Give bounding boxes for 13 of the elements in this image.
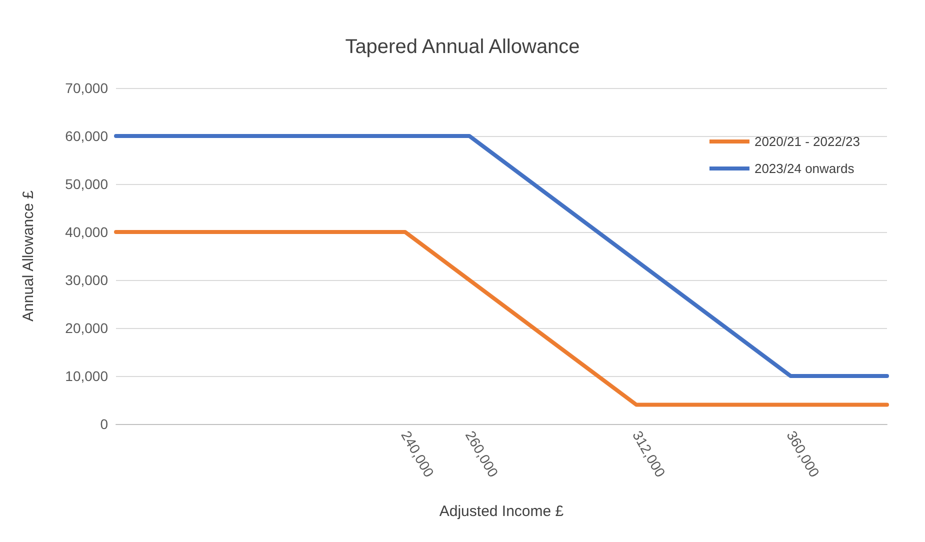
y-tick-label: 40,000 bbox=[65, 224, 108, 240]
x-axis-title: Adjusted Income £ bbox=[439, 503, 564, 520]
y-tick-label: 70,000 bbox=[65, 80, 108, 96]
y-tick-label: 10,000 bbox=[65, 368, 108, 384]
legend-label: 2020/21 - 2022/23 bbox=[754, 134, 860, 149]
y-tick-label: 30,000 bbox=[65, 272, 108, 288]
y-tick-label: 0 bbox=[100, 416, 108, 432]
y-tick-label: 20,000 bbox=[65, 320, 108, 336]
y-axis-title: Annual Allowance £ bbox=[20, 190, 37, 322]
chart-title: Tapered Annual Allowance bbox=[345, 36, 580, 58]
y-tick-label: 50,000 bbox=[65, 176, 108, 192]
y-tick-label: 60,000 bbox=[65, 128, 108, 144]
legend-label: 2023/24 onwards bbox=[754, 161, 855, 176]
